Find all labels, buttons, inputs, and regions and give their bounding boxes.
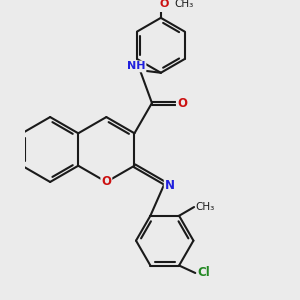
Text: Cl: Cl <box>198 266 210 280</box>
Text: N: N <box>165 179 175 192</box>
Text: NH: NH <box>127 61 146 71</box>
Text: CH₃: CH₃ <box>195 202 214 212</box>
Text: O: O <box>160 0 169 9</box>
Text: O: O <box>177 97 187 110</box>
Text: CH₃: CH₃ <box>175 0 194 9</box>
Text: O: O <box>101 176 111 188</box>
